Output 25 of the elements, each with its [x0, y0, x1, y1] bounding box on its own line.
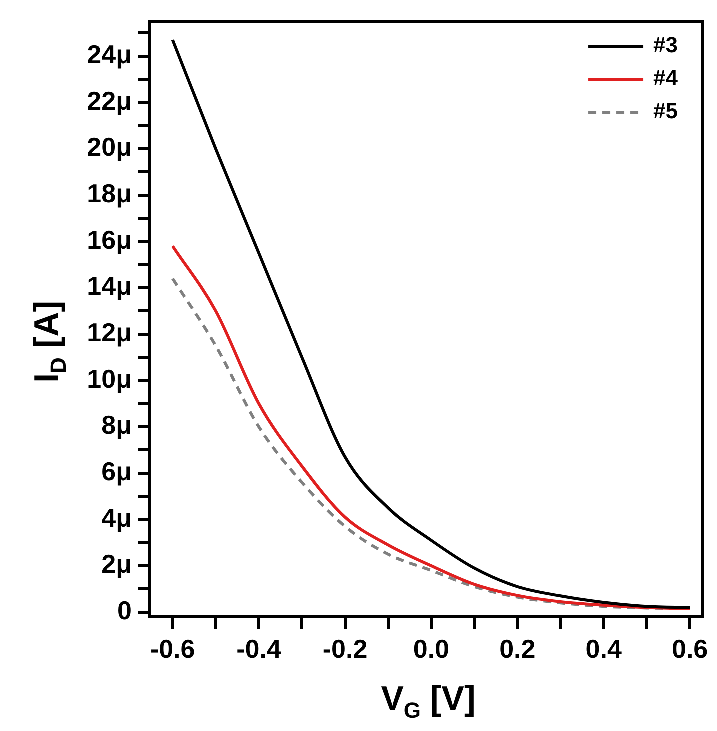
- y-tick-label: 2μ: [102, 549, 132, 580]
- x-tick-label: 0.2: [500, 634, 536, 664]
- x-tick-label: -0.2: [322, 634, 368, 664]
- y-tick-label: 4μ: [102, 502, 132, 533]
- y-tick-label: 8μ: [102, 410, 132, 440]
- x-tick-label: -0.6: [150, 634, 196, 664]
- x-tick-label: -0.4: [236, 634, 282, 664]
- x-axis-title: V$_{G}$ [V]: [380, 680, 477, 724]
- y-tick-label: 6μ: [102, 456, 132, 487]
- legend-label: #5: [654, 98, 678, 124]
- x-tick-label: 0.6: [672, 634, 708, 664]
- y-tick-label: 20μ: [87, 132, 132, 162]
- y-tick-label: 14μ: [87, 271, 132, 302]
- y-tick-label: 24μ: [87, 40, 132, 70]
- y-tick-label: 18μ: [87, 178, 132, 209]
- y-tick-label: 10μ: [87, 364, 132, 394]
- line-series: [171, 38, 692, 610]
- y-tick-label: 12μ: [87, 318, 132, 348]
- x-tick-label: 0.4: [586, 634, 622, 664]
- legend-label: #4: [654, 66, 679, 91]
- y-tick-label: 0: [118, 596, 132, 626]
- x-tick-label: 0.0: [413, 634, 450, 664]
- y-tick-label: 16μ: [87, 224, 132, 255]
- y-tick-label: 22μ: [87, 86, 132, 116]
- legend-label: #3: [654, 32, 678, 58]
